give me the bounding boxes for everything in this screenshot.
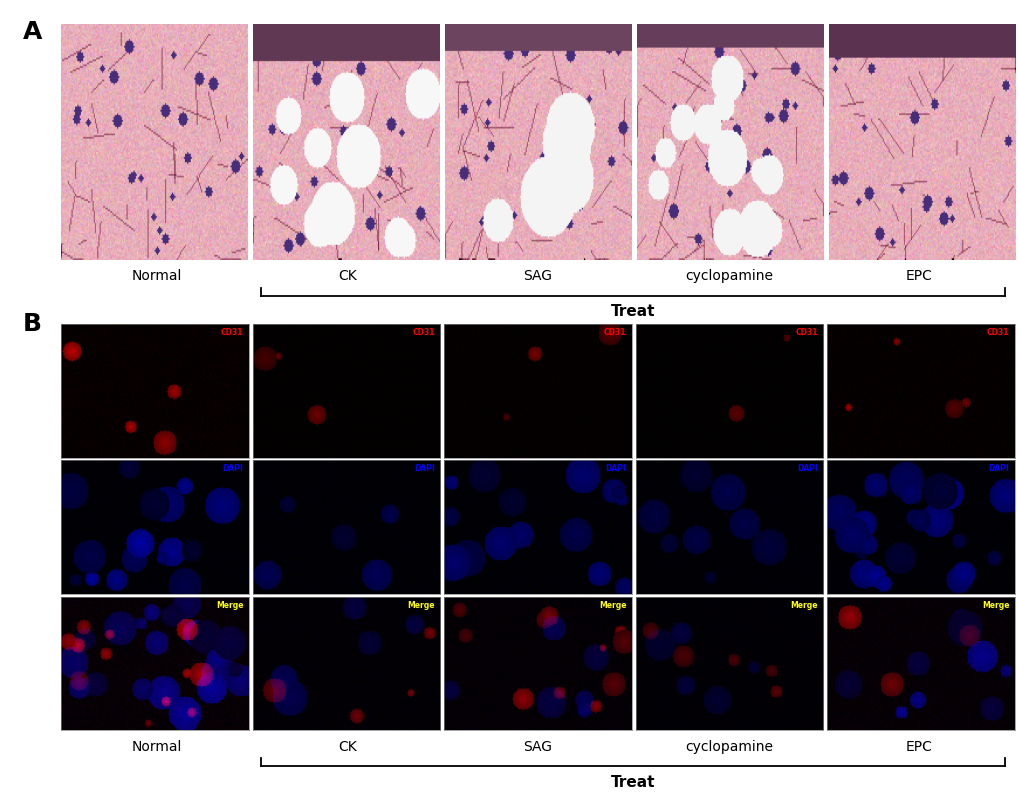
- Text: Merge: Merge: [790, 600, 817, 610]
- Text: EPC: EPC: [905, 269, 932, 283]
- Text: CD31: CD31: [220, 328, 244, 337]
- Text: DAPI: DAPI: [605, 465, 626, 474]
- Text: CD31: CD31: [603, 328, 626, 337]
- Text: SAG: SAG: [523, 269, 552, 283]
- Text: Merge: Merge: [216, 600, 244, 610]
- Text: DAPI: DAPI: [796, 465, 817, 474]
- Text: cyclopamine: cyclopamine: [684, 269, 772, 283]
- Text: Treat: Treat: [610, 304, 655, 319]
- Text: CD31: CD31: [412, 328, 434, 337]
- Text: Merge: Merge: [407, 600, 434, 610]
- Text: Treat: Treat: [610, 775, 655, 789]
- Text: EPC: EPC: [905, 740, 932, 753]
- Text: CD31: CD31: [795, 328, 817, 337]
- Text: Normal: Normal: [131, 740, 181, 753]
- Text: cyclopamine: cyclopamine: [684, 740, 772, 753]
- Text: B: B: [22, 312, 42, 337]
- Text: CK: CK: [337, 740, 357, 753]
- Text: Merge: Merge: [981, 600, 1008, 610]
- Text: CK: CK: [337, 269, 357, 283]
- Text: DAPI: DAPI: [414, 465, 434, 474]
- Text: SAG: SAG: [523, 740, 552, 753]
- Text: DAPI: DAPI: [222, 465, 244, 474]
- Text: Merge: Merge: [598, 600, 626, 610]
- Text: CD31: CD31: [985, 328, 1008, 337]
- Text: DAPI: DAPI: [987, 465, 1008, 474]
- Text: Normal: Normal: [131, 269, 181, 283]
- Text: A: A: [22, 20, 42, 45]
